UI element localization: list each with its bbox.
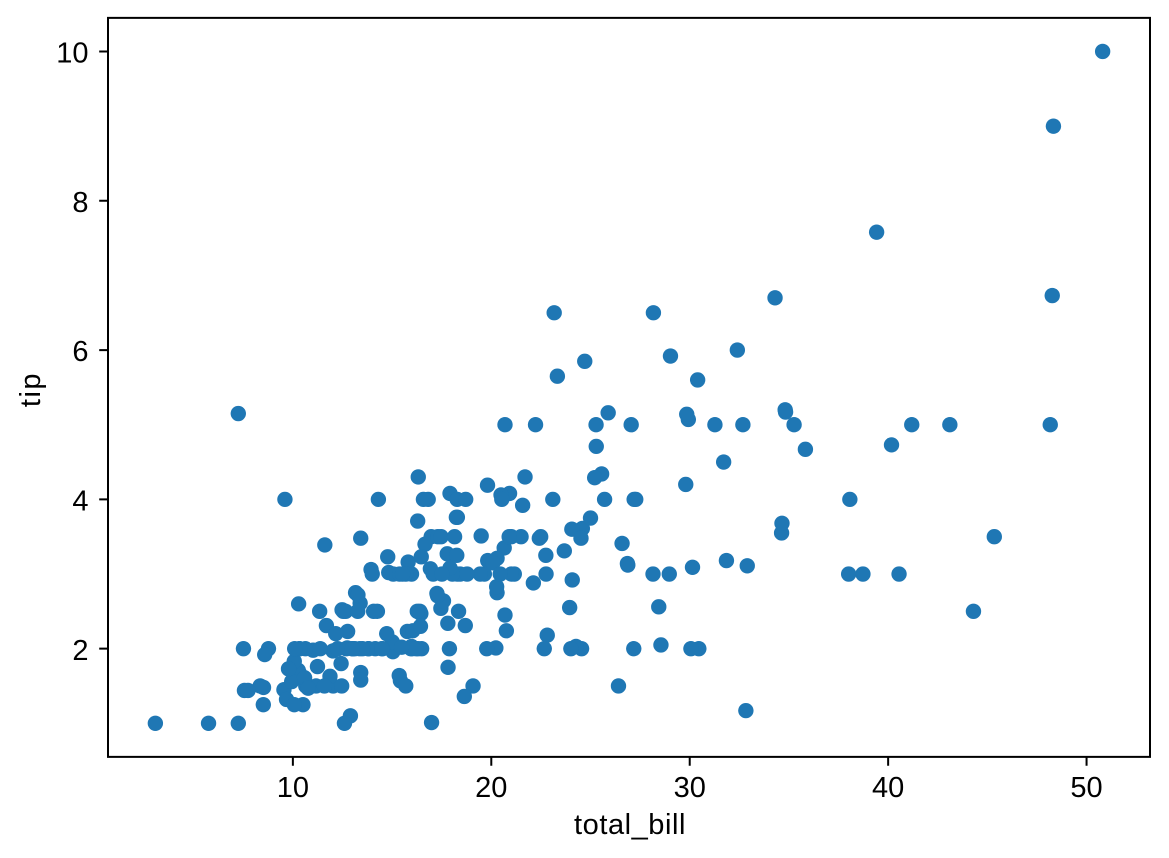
- svg-text:10: 10: [56, 38, 88, 70]
- svg-text:30: 30: [674, 772, 706, 804]
- svg-text:8: 8: [72, 187, 88, 219]
- svg-text:2: 2: [72, 635, 88, 667]
- svg-text:6: 6: [72, 336, 88, 368]
- svg-text:50: 50: [1070, 772, 1102, 804]
- svg-text:20: 20: [475, 772, 507, 804]
- svg-text:10: 10: [277, 772, 309, 804]
- svg-text:total_bill: total_bill: [574, 809, 686, 841]
- svg-text:4: 4: [72, 485, 88, 517]
- svg-text:tip: tip: [15, 372, 47, 407]
- svg-text:40: 40: [872, 772, 904, 804]
